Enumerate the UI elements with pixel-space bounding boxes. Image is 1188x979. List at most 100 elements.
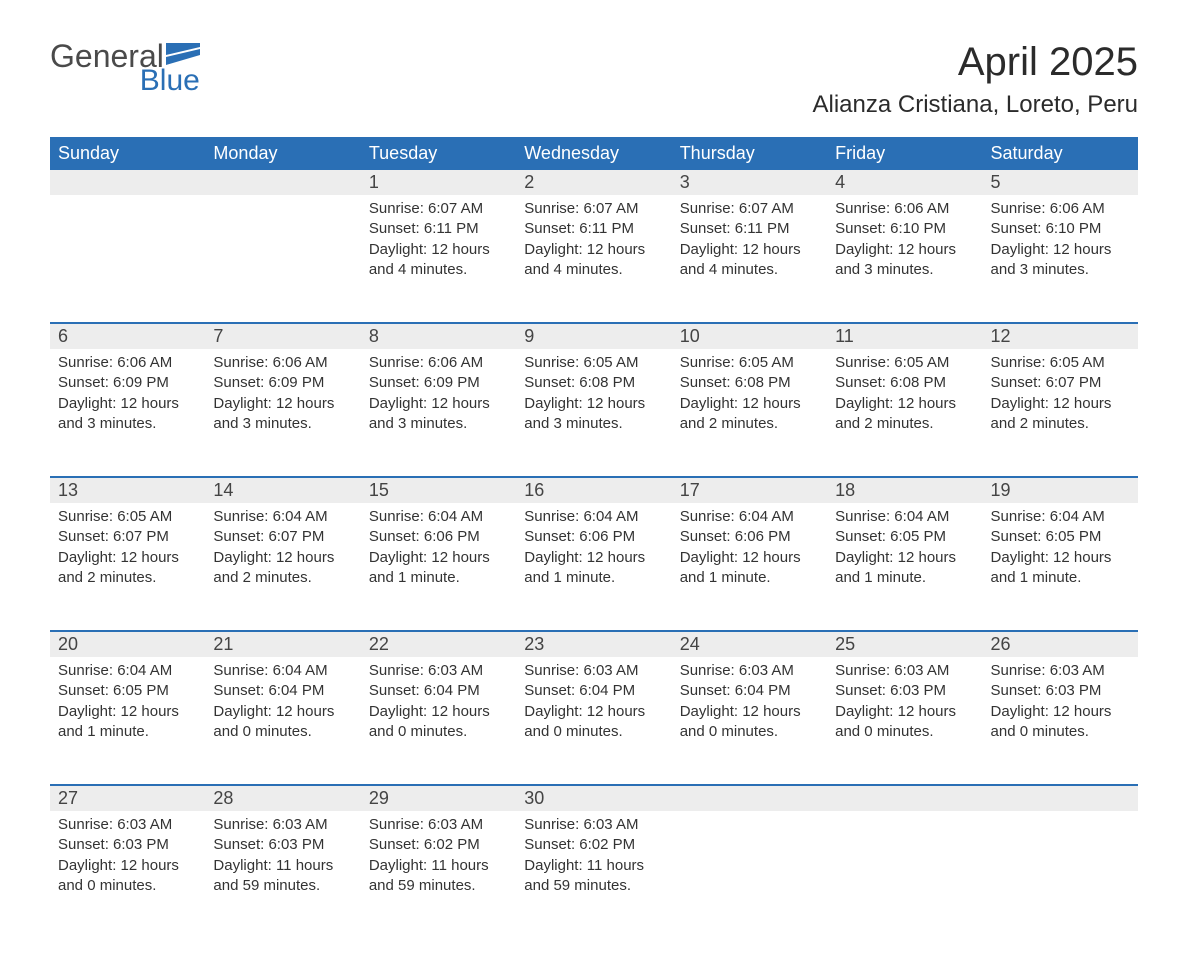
header: General Blue April 2025 Alianza Cristian… xyxy=(50,40,1138,129)
day-content-cell: Sunrise: 6:05 AMSunset: 6:08 PMDaylight:… xyxy=(827,349,982,477)
sunrise-line: Sunrise: 6:03 AM xyxy=(524,661,663,681)
day-number-cell: 12 xyxy=(983,323,1138,349)
day-content-cell: Sunrise: 6:07 AMSunset: 6:11 PMDaylight:… xyxy=(361,195,516,323)
sunset-line: Sunset: 6:05 PM xyxy=(58,681,197,701)
daylight-line: Daylight: 12 hours and 2 minutes. xyxy=(991,394,1130,435)
sunset-line: Sunset: 6:06 PM xyxy=(524,527,663,547)
day-content-cell xyxy=(672,811,827,939)
day-number-cell xyxy=(205,170,360,195)
sunrise-line: Sunrise: 6:06 AM xyxy=(835,199,974,219)
sunrise-line: Sunrise: 6:07 AM xyxy=(369,199,508,219)
sunset-line: Sunset: 6:07 PM xyxy=(213,527,352,547)
sunset-line: Sunset: 6:08 PM xyxy=(835,373,974,393)
day-header-row: Sunday Monday Tuesday Wednesday Thursday… xyxy=(50,137,1138,170)
day-number-cell xyxy=(983,785,1138,811)
daylight-line: Daylight: 12 hours and 2 minutes. xyxy=(58,548,197,589)
day-content-cell: Sunrise: 6:05 AMSunset: 6:08 PMDaylight:… xyxy=(672,349,827,477)
day-number-cell: 5 xyxy=(983,170,1138,195)
day-number-cell: 24 xyxy=(672,631,827,657)
day-number-cell: 9 xyxy=(516,323,671,349)
day-content-cell: Sunrise: 6:04 AMSunset: 6:05 PMDaylight:… xyxy=(50,657,205,785)
daylight-line: Daylight: 12 hours and 0 minutes. xyxy=(213,702,352,743)
day-number-cell: 17 xyxy=(672,477,827,503)
sunrise-line: Sunrise: 6:03 AM xyxy=(991,661,1130,681)
day-number-row: 20212223242526 xyxy=(50,631,1138,657)
sunrise-line: Sunrise: 6:07 AM xyxy=(524,199,663,219)
daylight-line: Daylight: 12 hours and 2 minutes. xyxy=(835,394,974,435)
daylight-line: Daylight: 12 hours and 1 minute. xyxy=(524,548,663,589)
day-number-cell: 29 xyxy=(361,785,516,811)
day-number-cell: 30 xyxy=(516,785,671,811)
page-title: April 2025 xyxy=(813,40,1139,85)
day-content-cell: Sunrise: 6:04 AMSunset: 6:06 PMDaylight:… xyxy=(672,503,827,631)
location: Alianza Cristiana, Loreto, Peru xyxy=(813,91,1139,119)
day-content-row: Sunrise: 6:03 AM Sunset: 6:03 PM Daylight:… xyxy=(50,811,1138,939)
sunrise-line: Sunrise: 6:03 AM xyxy=(369,661,508,681)
day-number-cell: 28 xyxy=(205,785,360,811)
day-content-cell: Sunrise: 6:04 AMSunset: 6:04 PMDaylight:… xyxy=(205,657,360,785)
day-content-cell: Sunrise: 6:03 AMSunset: 6:04 PMDaylight:… xyxy=(672,657,827,785)
day-number-cell: 19 xyxy=(983,477,1138,503)
day-header: Saturday xyxy=(983,137,1138,170)
sunset-line: Sunset: 6:03 PM xyxy=(991,681,1130,701)
sunrise-line: Sunrise: 6:04 AM xyxy=(213,661,352,681)
sunset-line: Sunset: 6:08 PM xyxy=(680,373,819,393)
sunrise-line: Sunrise: 6:04 AM xyxy=(835,507,974,527)
sunrise-line: Sunrise: 6:04 AM xyxy=(524,507,663,527)
sunset-line: Sunset: 6:11 PM xyxy=(680,219,819,239)
day-content-cell: Sunrise: 6:04 AMSunset: 6:07 PMDaylight:… xyxy=(205,503,360,631)
sunset-line: Sunset: 6:05 PM xyxy=(991,527,1130,547)
day-number-cell: 23 xyxy=(516,631,671,657)
sunrise-line: Sunrise: 6:03 AM xyxy=(835,661,974,681)
day-content-cell: Sunrise: 6:03 AMSunset: 6:03 PMDaylight:… xyxy=(50,811,205,939)
day-number-cell: 10 xyxy=(672,323,827,349)
sunset-line: Sunset: 6:04 PM xyxy=(680,681,819,701)
daylight-line: Daylight: 11 hours and 59 minutes. xyxy=(369,856,508,897)
day-number-cell: 27 xyxy=(50,785,205,811)
daylight-line: Daylight: 12 hours and 1 minute. xyxy=(680,548,819,589)
day-number-cell xyxy=(827,785,982,811)
daylight-line: Daylight: 12 hours and 2 minutes. xyxy=(213,548,352,589)
daylight-line: Daylight: 12 hours and 1 minute. xyxy=(991,548,1130,589)
day-content-cell xyxy=(983,811,1138,939)
day-number-cell: 25 xyxy=(827,631,982,657)
sunset-line: Sunset: 6:03 PM xyxy=(835,681,974,701)
day-content-cell: Sunrise: 6:04 AMSunset: 6:05 PMDaylight:… xyxy=(827,503,982,631)
day-number-cell: 22 xyxy=(361,631,516,657)
day-content-cell: Sunrise: 6:04 AMSunset: 6:06 PMDaylight:… xyxy=(516,503,671,631)
sunrise-line: Sunrise: 6:03 AM xyxy=(524,815,663,835)
day-content-cell: Sunrise: 6:06 AMSunset: 6:09 PMDaylight:… xyxy=(361,349,516,477)
day-content-cell: Sunrise: 6:06 AMSunset: 6:09 PMDaylight:… xyxy=(50,349,205,477)
sunrise-line: Sunrise: 6:03 AM xyxy=(680,661,819,681)
daylight-line: Daylight: 12 hours and 3 minutes. xyxy=(991,240,1130,281)
sunrise-line: Sunrise: 6:07 AM xyxy=(680,199,819,219)
day-content-cell: Sunrise: 6:05 AMSunset: 6:07 PMDaylight:… xyxy=(983,349,1138,477)
daylight-line: Daylight: 12 hours and 1 minute. xyxy=(835,548,974,589)
sunrise-line: Sunrise: 6:05 AM xyxy=(835,353,974,373)
sunrise-line: Sunrise: 6:04 AM xyxy=(213,507,352,527)
sunset-line: Sunset: 6:03 PM xyxy=(213,835,352,855)
day-content-row: Sunrise: 6:04 AM Sunset: 6:05 PM Daylight:… xyxy=(50,657,1138,785)
sunrise-line: Sunrise: 6:03 AM xyxy=(58,815,197,835)
day-number-cell: 2 xyxy=(516,170,671,195)
day-number-row: 13141516171819 xyxy=(50,477,1138,503)
sunset-line: Sunset: 6:06 PM xyxy=(369,527,508,547)
day-content-cell: Sunrise: 6:04 AMSunset: 6:06 PMDaylight:… xyxy=(361,503,516,631)
sunset-line: Sunset: 6:04 PM xyxy=(524,681,663,701)
day-header: Tuesday xyxy=(361,137,516,170)
daylight-line: Daylight: 12 hours and 0 minutes. xyxy=(524,702,663,743)
day-number-cell: 11 xyxy=(827,323,982,349)
day-number-cell: 3 xyxy=(672,170,827,195)
day-content-cell xyxy=(827,811,982,939)
daylight-line: Daylight: 12 hours and 0 minutes. xyxy=(369,702,508,743)
daylight-line: Daylight: 12 hours and 3 minutes. xyxy=(524,394,663,435)
day-number-row: 12345 xyxy=(50,170,1138,195)
day-content-row: Sunrise: 6:06 AM Sunset: 6:09 PM Daylight:… xyxy=(50,349,1138,477)
sunrise-line: Sunrise: 6:03 AM xyxy=(369,815,508,835)
daylight-line: Daylight: 11 hours and 59 minutes. xyxy=(524,856,663,897)
sunrise-line: Sunrise: 6:05 AM xyxy=(58,507,197,527)
sunrise-line: Sunrise: 6:06 AM xyxy=(991,199,1130,219)
sunrise-line: Sunrise: 6:06 AM xyxy=(213,353,352,373)
sunset-line: Sunset: 6:09 PM xyxy=(58,373,197,393)
daylight-line: Daylight: 12 hours and 0 minutes. xyxy=(680,702,819,743)
